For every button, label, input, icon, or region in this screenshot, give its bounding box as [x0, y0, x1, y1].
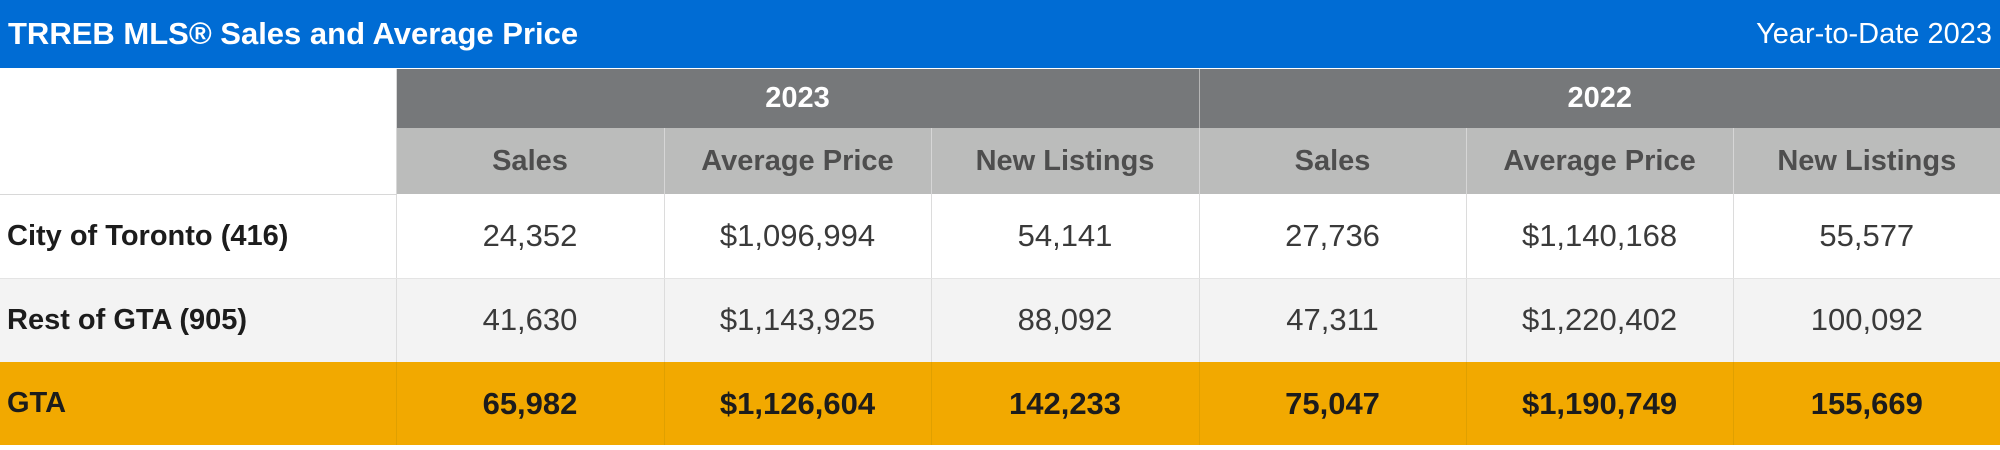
- table-cell: 41,630: [395, 278, 664, 362]
- table-cell: 27,736: [1198, 194, 1467, 279]
- table-cell: 155,669: [1732, 362, 2000, 445]
- table-cell: 100,092: [1732, 278, 2000, 362]
- column-header: Sales: [395, 128, 664, 194]
- table-cell: $1,220,402: [1465, 278, 1734, 362]
- table-cell: 54,141: [930, 194, 1200, 279]
- table-cell: 65,982: [395, 362, 664, 445]
- period-label: Year-to-Date 2023: [1756, 17, 1992, 50]
- table-cell: $1,096,994: [663, 194, 931, 279]
- column-header: New Listings: [930, 128, 1200, 194]
- column-header: Average Price: [663, 128, 931, 194]
- table-row: City of Toronto (416) 24,352 $1,096,994 …: [0, 194, 2000, 279]
- table-cell: 88,092: [930, 278, 1200, 362]
- column-header: Sales: [1198, 128, 1467, 194]
- year-header-row: 2023 2022: [0, 69, 2000, 195]
- table-cell: $1,190,749: [1465, 362, 1734, 445]
- title-bar: TRREB MLS® Sales and Average Price Year-…: [0, 0, 2000, 68]
- table-cell: 142,233: [930, 362, 1200, 445]
- table-title: TRREB MLS® Sales and Average Price: [8, 16, 579, 51]
- row-label: Rest of GTA (905): [0, 278, 396, 362]
- column-header-row: Sales Average Price New Listings Sales A…: [0, 128, 2000, 194]
- table-cell: 55,577: [1732, 194, 2000, 279]
- table-cell: 24,352: [395, 194, 664, 279]
- year-header-2022: 2022: [1198, 69, 2000, 128]
- table-cell: $1,140,168: [1465, 194, 1734, 279]
- row-label: City of Toronto (416): [0, 194, 396, 279]
- year-header-2023: 2023: [395, 69, 1200, 128]
- column-header: New Listings: [1732, 128, 2000, 194]
- table-cell: 47,311: [1198, 278, 1467, 362]
- table-cell: 75,047: [1198, 362, 1467, 445]
- table-cell: $1,126,604: [663, 362, 931, 445]
- column-header: Average Price: [1465, 128, 1734, 194]
- corner-cell: [0, 69, 397, 195]
- table-cell: $1,143,925: [663, 278, 931, 362]
- total-row: GTA 65,982 $1,126,604 142,233 75,047 $1,…: [0, 362, 2000, 445]
- sales-table: 2023 2022 Sales Average Price New Listin…: [0, 69, 2000, 445]
- table-row: Rest of GTA (905) 41,630 $1,143,925 88,0…: [0, 278, 2000, 362]
- row-label: GTA: [0, 362, 396, 445]
